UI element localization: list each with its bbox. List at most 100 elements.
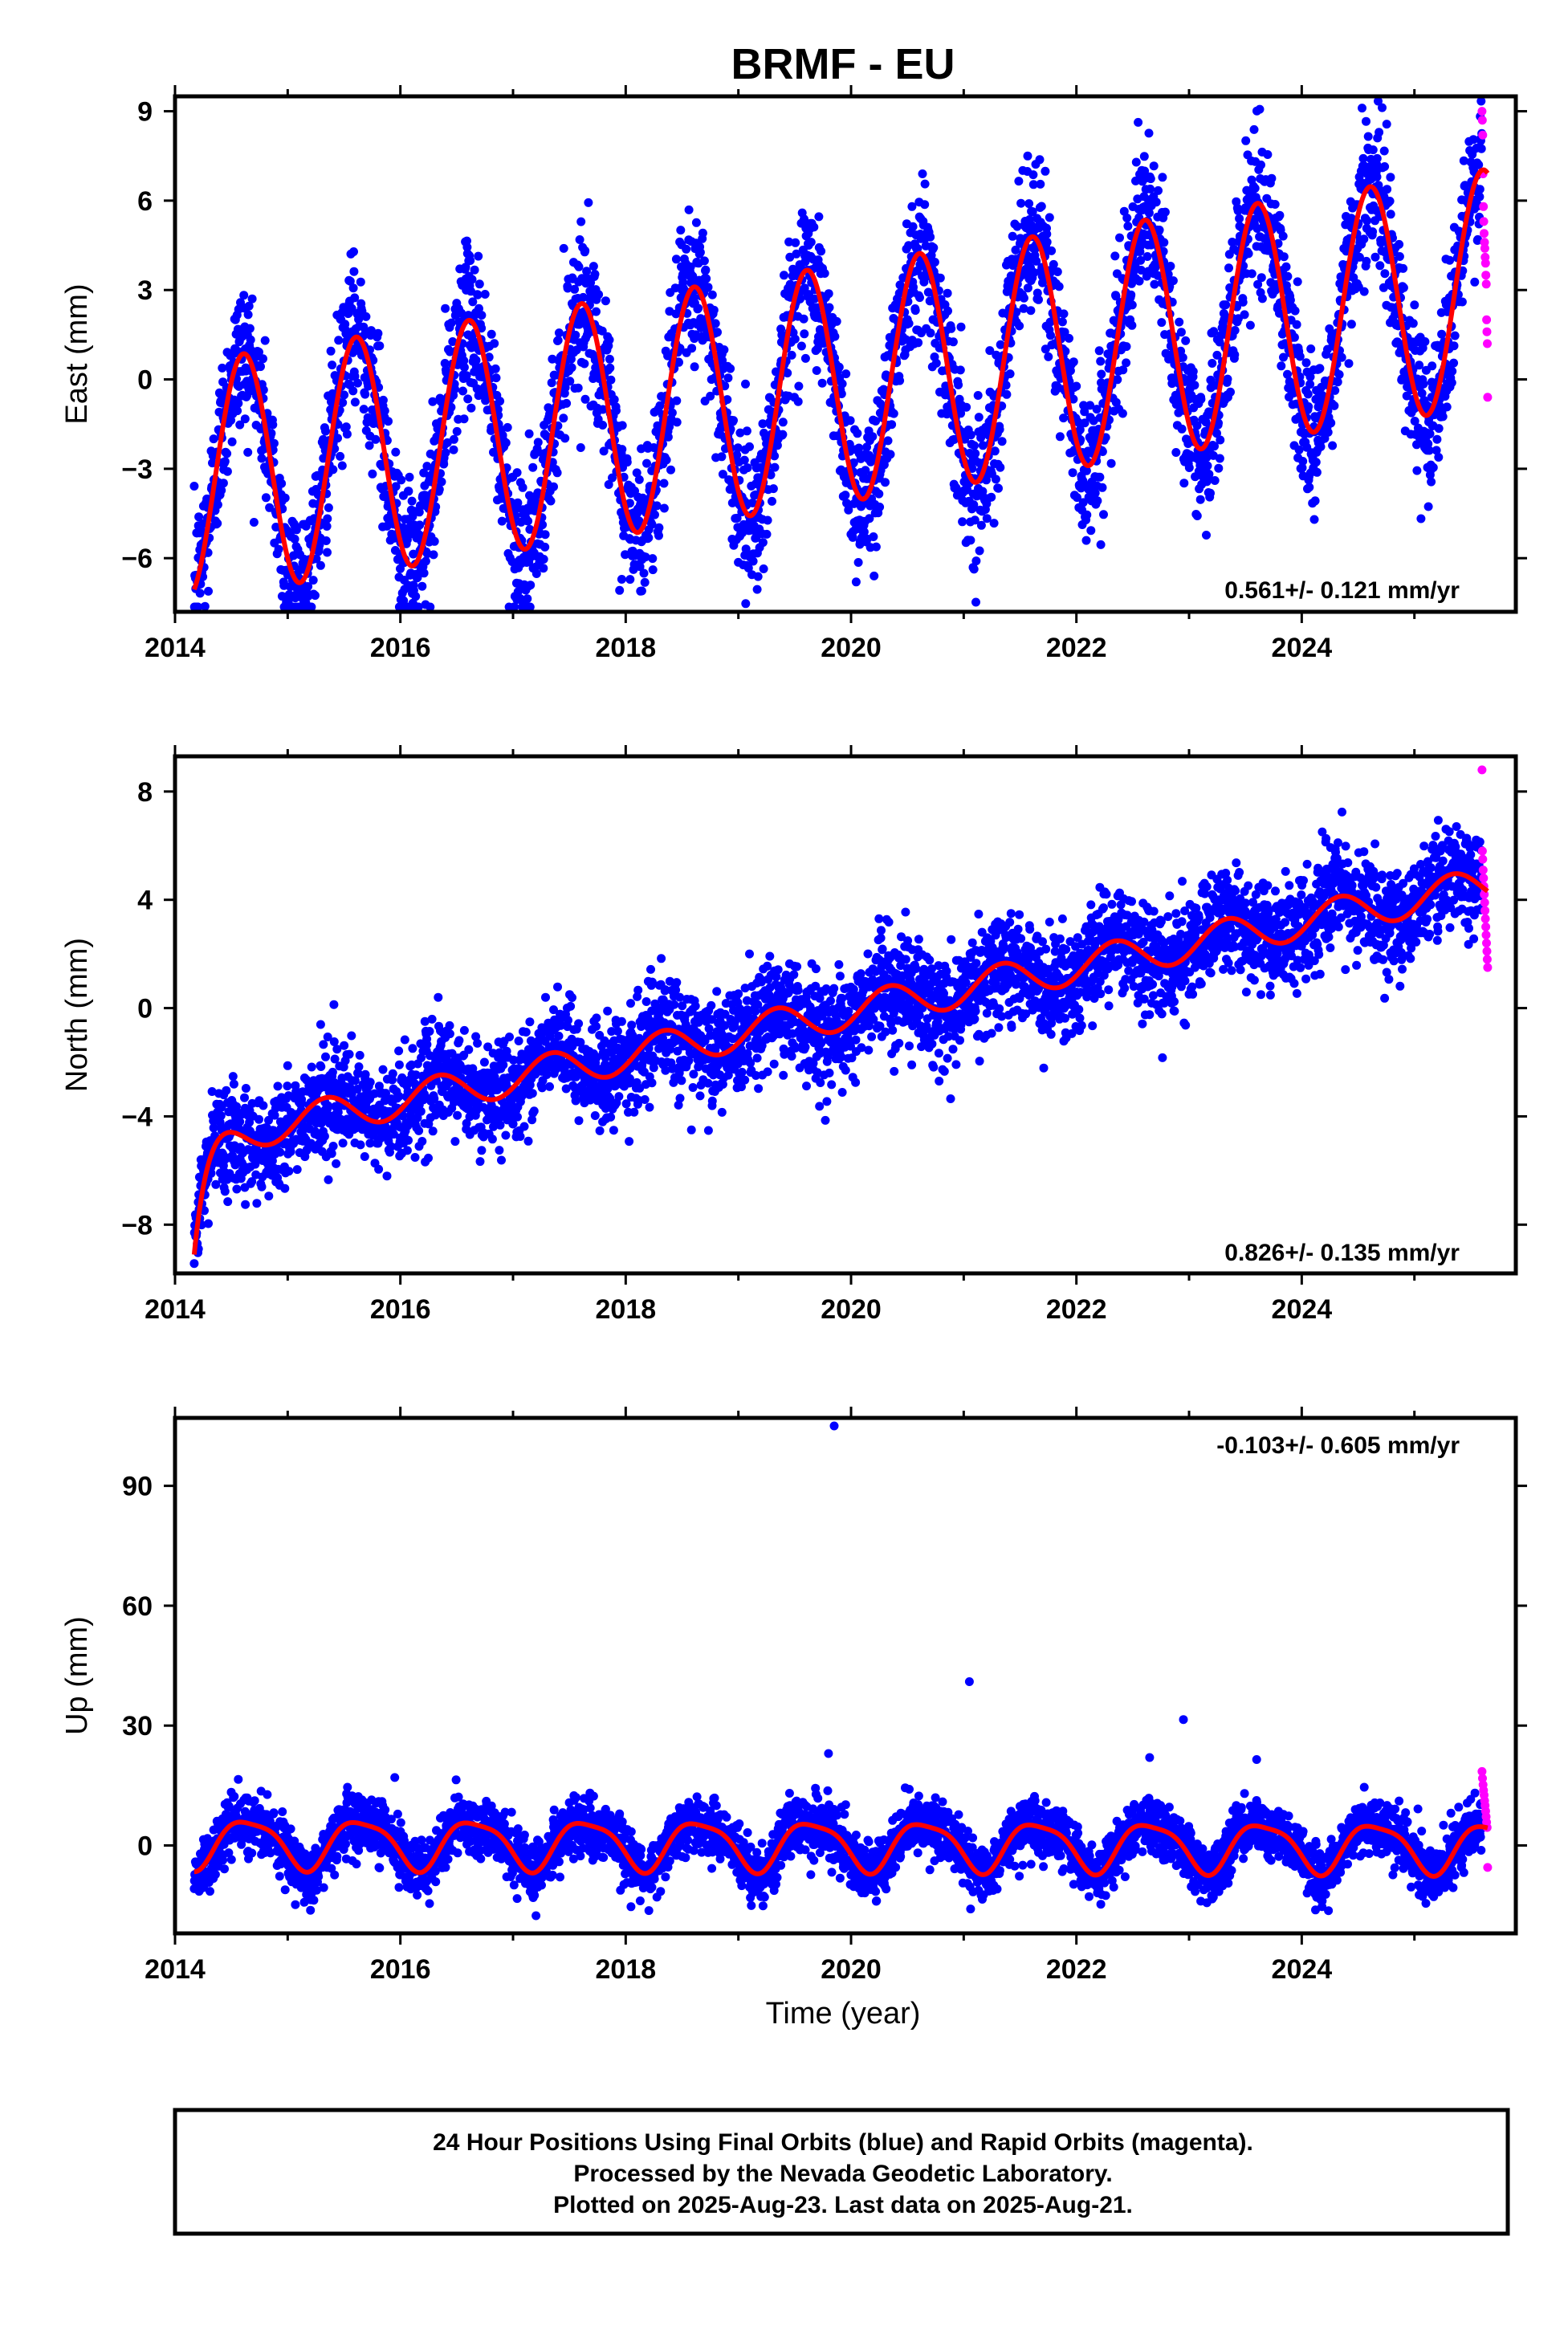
final-orbit-point — [743, 463, 752, 473]
final-orbit-point — [204, 1219, 213, 1228]
final-orbit-point — [1386, 173, 1395, 182]
final-orbit-point — [609, 395, 619, 405]
final-orbit-point — [501, 438, 511, 447]
final-orbit-point — [348, 386, 358, 396]
final-orbit-point — [590, 270, 600, 279]
final-orbit-point — [222, 1086, 231, 1095]
final-orbit-point — [1358, 153, 1368, 163]
final-orbit-point — [956, 322, 966, 332]
x-tick-label: 2018 — [596, 633, 657, 663]
final-orbit-point — [666, 465, 675, 475]
final-orbit-point — [711, 319, 720, 328]
final-orbit-point — [324, 1175, 333, 1184]
final-orbit-point — [1171, 448, 1181, 457]
final-orbit-point — [449, 445, 458, 454]
final-orbit-point — [467, 275, 477, 284]
final-orbit-point — [554, 328, 564, 338]
final-orbit-point — [1445, 255, 1455, 265]
final-orbit-point — [1127, 300, 1137, 310]
east-axis-label: East (mm) — [60, 283, 94, 424]
final-orbit-point — [1216, 435, 1225, 445]
final-orbit-point — [883, 436, 893, 446]
final-orbit-point — [265, 503, 275, 512]
rapid-orbit-point — [1479, 202, 1489, 211]
final-orbit-point — [1110, 251, 1120, 261]
final-orbit-point — [966, 536, 975, 545]
final-orbit-point — [1450, 331, 1460, 340]
final-orbit-point — [800, 353, 810, 363]
final-orbit-point — [1437, 329, 1447, 339]
final-orbit-point — [243, 447, 253, 457]
final-orbit-point — [1295, 352, 1305, 361]
final-orbit-point — [307, 1062, 316, 1072]
final-orbit-point — [360, 389, 370, 399]
final-orbit-point — [1184, 463, 1194, 472]
final-orbit-point — [229, 1079, 238, 1089]
final-orbit-point — [1041, 166, 1050, 176]
final-orbit-point — [260, 336, 270, 345]
final-orbit-point — [1045, 213, 1054, 222]
final-orbit-point — [995, 425, 1004, 434]
final-orbit-point — [1470, 277, 1480, 287]
final-orbit-point — [414, 1126, 424, 1135]
final-orbit-point — [1449, 341, 1459, 351]
final-orbit-point — [759, 564, 768, 573]
final-orbit-point — [371, 434, 381, 444]
final-orbit-point — [969, 564, 979, 574]
final-orbit-point — [559, 243, 568, 253]
final-orbit-point — [874, 489, 884, 499]
final-orbit-point — [955, 365, 965, 375]
north-final-orbit-points — [189, 807, 1487, 1269]
final-orbit-point — [1176, 328, 1186, 337]
final-orbit-point — [778, 418, 788, 427]
final-orbit-point — [820, 269, 829, 278]
final-orbit-point — [487, 329, 496, 339]
final-orbit-point — [987, 492, 996, 502]
final-orbit-point — [1192, 511, 1202, 520]
final-orbit-point — [794, 381, 804, 391]
final-orbit-point — [470, 265, 479, 275]
final-orbit-point — [889, 409, 898, 418]
final-orbit-point — [1304, 402, 1313, 411]
final-orbit-point — [1249, 124, 1259, 134]
final-orbit-point — [1326, 418, 1336, 428]
final-orbit-point — [830, 332, 840, 341]
final-orbit-point — [575, 235, 584, 244]
final-orbit-point — [1275, 210, 1285, 220]
final-orbit-point — [1144, 128, 1154, 138]
final-orbit-point — [1208, 359, 1217, 368]
final-orbit-point — [1046, 331, 1055, 340]
final-orbit-point — [329, 1000, 339, 1009]
final-orbit-point — [1123, 222, 1133, 231]
final-orbit-point — [348, 283, 358, 293]
final-orbit-point — [1026, 306, 1036, 316]
final-orbit-point — [394, 1060, 404, 1069]
final-orbit-point — [1181, 336, 1191, 345]
final-orbit-point — [837, 379, 847, 389]
final-orbit-point — [419, 568, 429, 578]
final-orbit-point — [446, 318, 456, 328]
final-orbit-point — [791, 238, 800, 247]
final-orbit-point — [1334, 370, 1344, 379]
final-orbit-point — [1305, 483, 1314, 492]
final-orbit-point — [605, 363, 615, 373]
final-orbit-point — [249, 518, 259, 527]
final-orbit-point — [1281, 262, 1291, 271]
final-orbit-point — [323, 548, 332, 557]
final-orbit-point — [546, 496, 556, 506]
final-orbit-point — [1270, 200, 1280, 209]
final-orbit-point — [920, 179, 930, 189]
final-orbit-point — [1081, 536, 1091, 545]
final-orbit-point — [970, 441, 979, 450]
final-orbit-point — [601, 296, 610, 306]
final-orbit-point — [763, 515, 772, 525]
final-orbit-point — [1042, 230, 1052, 238]
final-orbit-point — [240, 1093, 249, 1102]
final-orbit-point — [1257, 294, 1267, 303]
final-orbit-point — [787, 350, 796, 360]
final-orbit-point — [742, 426, 751, 436]
final-orbit-point — [308, 576, 318, 585]
final-orbit-point — [417, 581, 427, 591]
final-orbit-point — [1448, 366, 1457, 376]
final-orbit-point — [360, 1152, 369, 1161]
